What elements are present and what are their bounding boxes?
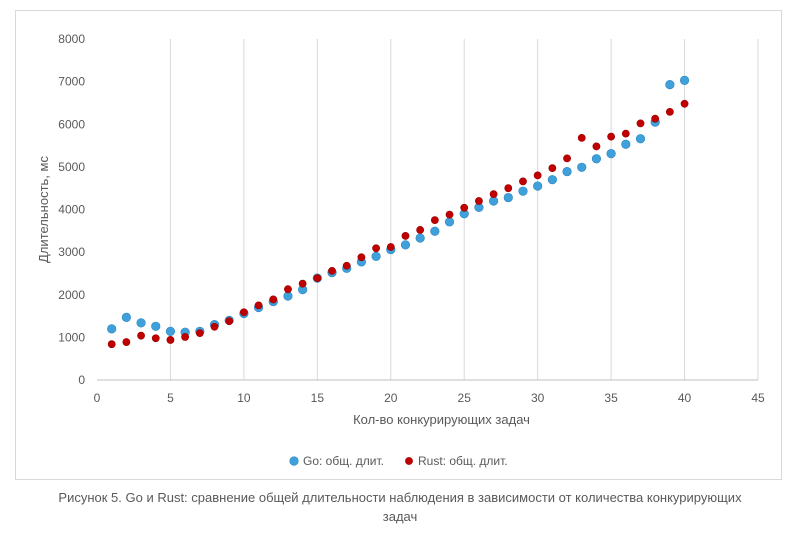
data-point-rust: [401, 232, 410, 240]
data-point-rust: [122, 338, 131, 346]
data-point-rust: [621, 129, 630, 138]
x-tick-label: 5: [167, 391, 174, 405]
x-tick-label: 30: [531, 391, 545, 405]
caption-line-1: Рисунок 5. Go и Rust: сравнение общей дл…: [58, 490, 742, 505]
data-point-go: [621, 139, 631, 149]
data-point-rust: [680, 99, 689, 108]
y-tick-label: 1000: [58, 330, 85, 344]
y-tick-label: 6000: [58, 117, 85, 131]
data-point-go: [665, 80, 675, 90]
data-point-go: [165, 326, 176, 337]
data-point-go: [136, 318, 146, 328]
data-point-rust: [386, 243, 395, 251]
data-point-rust: [313, 274, 322, 283]
series-go: [107, 75, 690, 337]
legend-label: Rust: общ. длит.: [418, 454, 508, 468]
data-point-go: [371, 251, 381, 261]
data-point-rust: [416, 226, 425, 234]
data-point-rust: [563, 154, 571, 163]
data-point-go: [577, 162, 587, 172]
y-tick-label: 2000: [58, 288, 85, 302]
x-tick-label: 20: [384, 391, 398, 405]
series-rust: [107, 99, 689, 349]
data-point-go: [121, 312, 131, 322]
data-point-rust: [269, 295, 278, 304]
data-point-rust: [489, 190, 498, 199]
data-point-go: [591, 154, 602, 164]
data-point-rust: [607, 132, 616, 141]
data-point-rust: [665, 107, 674, 116]
x-tick-label: 40: [678, 391, 692, 405]
data-point-rust: [137, 331, 145, 340]
data-point-go: [679, 75, 690, 85]
data-point-go: [415, 233, 425, 243]
data-point-go: [606, 149, 616, 159]
y-tick-label: 7000: [58, 75, 85, 89]
data-point-rust: [475, 197, 483, 205]
data-point-rust: [328, 266, 336, 275]
x-tick-label: 15: [311, 391, 325, 405]
data-point-rust: [254, 301, 263, 310]
x-axis-title: Кол-во конкурирующих задач: [353, 412, 530, 427]
data-point-rust: [592, 142, 601, 151]
data-point-rust: [577, 133, 586, 142]
data-point-rust: [636, 119, 645, 128]
data-point-go: [503, 192, 513, 203]
legend-label: Go: общ. длит.: [303, 454, 384, 468]
data-point-rust: [195, 329, 204, 338]
chart-area: [15, 10, 782, 480]
data-point-go: [533, 181, 543, 191]
x-tick-label: 10: [237, 391, 251, 405]
data-point-rust: [445, 210, 454, 219]
data-point-go: [562, 166, 572, 177]
data-point-rust: [504, 184, 513, 193]
y-axis-title: Длительность, мс: [36, 156, 51, 263]
data-point-rust: [342, 261, 351, 270]
data-point-go: [107, 324, 117, 334]
data-point-rust: [651, 114, 660, 123]
data-point-rust: [107, 340, 116, 349]
x-tick-label: 0: [94, 391, 101, 405]
data-point-rust: [519, 177, 527, 186]
data-point-rust: [166, 336, 175, 344]
data-point-rust: [460, 203, 469, 212]
legend-marker: [405, 457, 413, 465]
data-point-go: [635, 134, 646, 144]
data-point-rust: [548, 164, 557, 173]
figure-caption: Рисунок 5. Go и Rust: сравнение общей дл…: [0, 488, 800, 526]
data-point-rust: [181, 333, 190, 341]
legend-marker: [289, 456, 299, 466]
data-point-go: [400, 240, 411, 250]
y-tick-label: 4000: [58, 203, 85, 217]
data-point-rust: [533, 171, 542, 180]
data-point-rust: [151, 334, 160, 343]
data-point-rust: [284, 285, 292, 294]
data-point-rust: [372, 244, 380, 253]
data-point-go: [430, 226, 440, 236]
y-tick-label: 8000: [58, 32, 85, 46]
data-point-go: [444, 217, 455, 227]
caption-line-2: задач: [382, 509, 418, 524]
data-point-rust: [210, 322, 219, 331]
data-point-go: [518, 186, 528, 196]
data-point-rust: [430, 216, 439, 225]
data-point-rust: [298, 279, 307, 288]
y-tick-label: 0: [78, 373, 85, 387]
x-tick-label: 25: [458, 391, 472, 405]
data-point-go: [151, 321, 161, 331]
y-tick-label: 5000: [58, 160, 85, 174]
x-tick-label: 35: [604, 391, 618, 405]
x-tick-label: 45: [751, 391, 765, 405]
data-point-rust: [239, 308, 248, 317]
y-tick-label: 3000: [58, 245, 85, 259]
data-point-rust: [225, 317, 234, 326]
data-point-go: [547, 175, 557, 185]
data-point-rust: [357, 253, 366, 262]
